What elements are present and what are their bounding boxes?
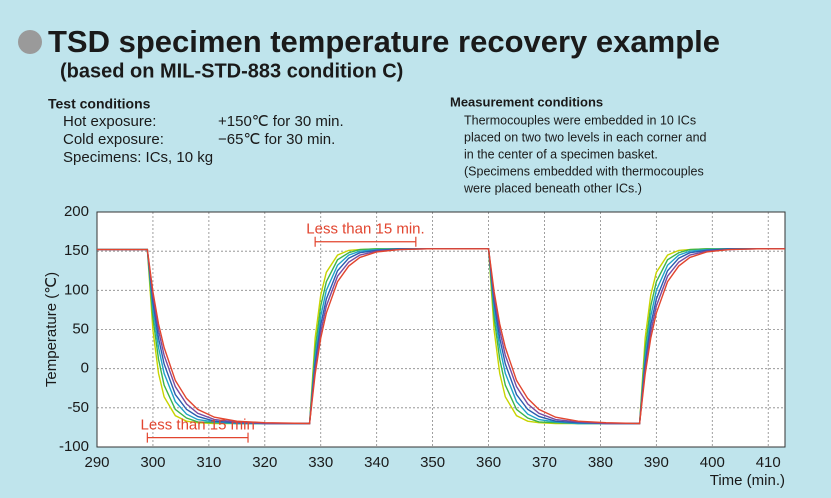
x-tick-label: 290	[84, 454, 109, 471]
annotation-bracket	[146, 432, 249, 443]
y-tick-label: 150	[64, 242, 89, 259]
x-tick-label: 310	[196, 454, 221, 471]
measure-line: (Specimens embedded with thermocouples	[464, 164, 704, 178]
measure-line: in the center of a specimen basket.	[464, 147, 658, 161]
annotation-bracket	[314, 236, 417, 247]
measure-line: placed on two two levels in each corner …	[464, 130, 707, 144]
test-condition: +150℃ for 30 min.	[218, 113, 344, 130]
test-heading: Test conditions	[48, 96, 151, 112]
y-tick-label: -100	[59, 438, 89, 455]
x-tick-label: 390	[644, 454, 669, 471]
measure-heading: Measurement conditions	[450, 94, 603, 109]
measure-line: were placed beneath other ICs.)	[463, 181, 642, 195]
series-line	[97, 248, 785, 425]
y-tick-label: 100	[64, 281, 89, 298]
x-tick-label: 380	[588, 454, 613, 471]
x-tick-label: 410	[756, 454, 781, 471]
annotation: Less than 15 min.	[306, 221, 424, 238]
y-tick-label: -50	[67, 399, 89, 416]
test-condition: Hot exposure:	[63, 113, 156, 130]
x-tick-label: 360	[476, 454, 501, 471]
y-tick-label: 200	[64, 203, 89, 220]
x-axis-label: Time (min.)	[710, 472, 785, 489]
x-tick-label: 400	[700, 454, 725, 471]
y-tick-label: 50	[72, 320, 89, 337]
x-tick-label: 330	[308, 454, 333, 471]
subtitle: (based on MIL-STD-883 condition C)	[60, 60, 403, 82]
test-condition: Cold exposure:	[63, 131, 164, 148]
x-tick-label: 320	[252, 454, 277, 471]
plot-frame	[96, 211, 786, 448]
y-axis-label: Temperature (℃)	[43, 272, 60, 387]
annotation: Less than 15 min	[141, 417, 255, 434]
x-tick-label: 300	[140, 454, 165, 471]
x-tick-label: 340	[364, 454, 389, 471]
x-tick-label: 350	[420, 454, 445, 471]
measure-line: Thermocouples were embedded in 10 ICs	[464, 113, 696, 127]
title: TSD specimen temperature recovery exampl…	[48, 24, 720, 59]
test-condition: −65℃ for 30 min.	[218, 131, 335, 148]
x-tick-label: 370	[532, 454, 557, 471]
test-condition: Specimens: ICs, 10 kg	[63, 149, 213, 166]
bullet	[18, 30, 42, 54]
y-tick-label: 0	[81, 360, 89, 377]
